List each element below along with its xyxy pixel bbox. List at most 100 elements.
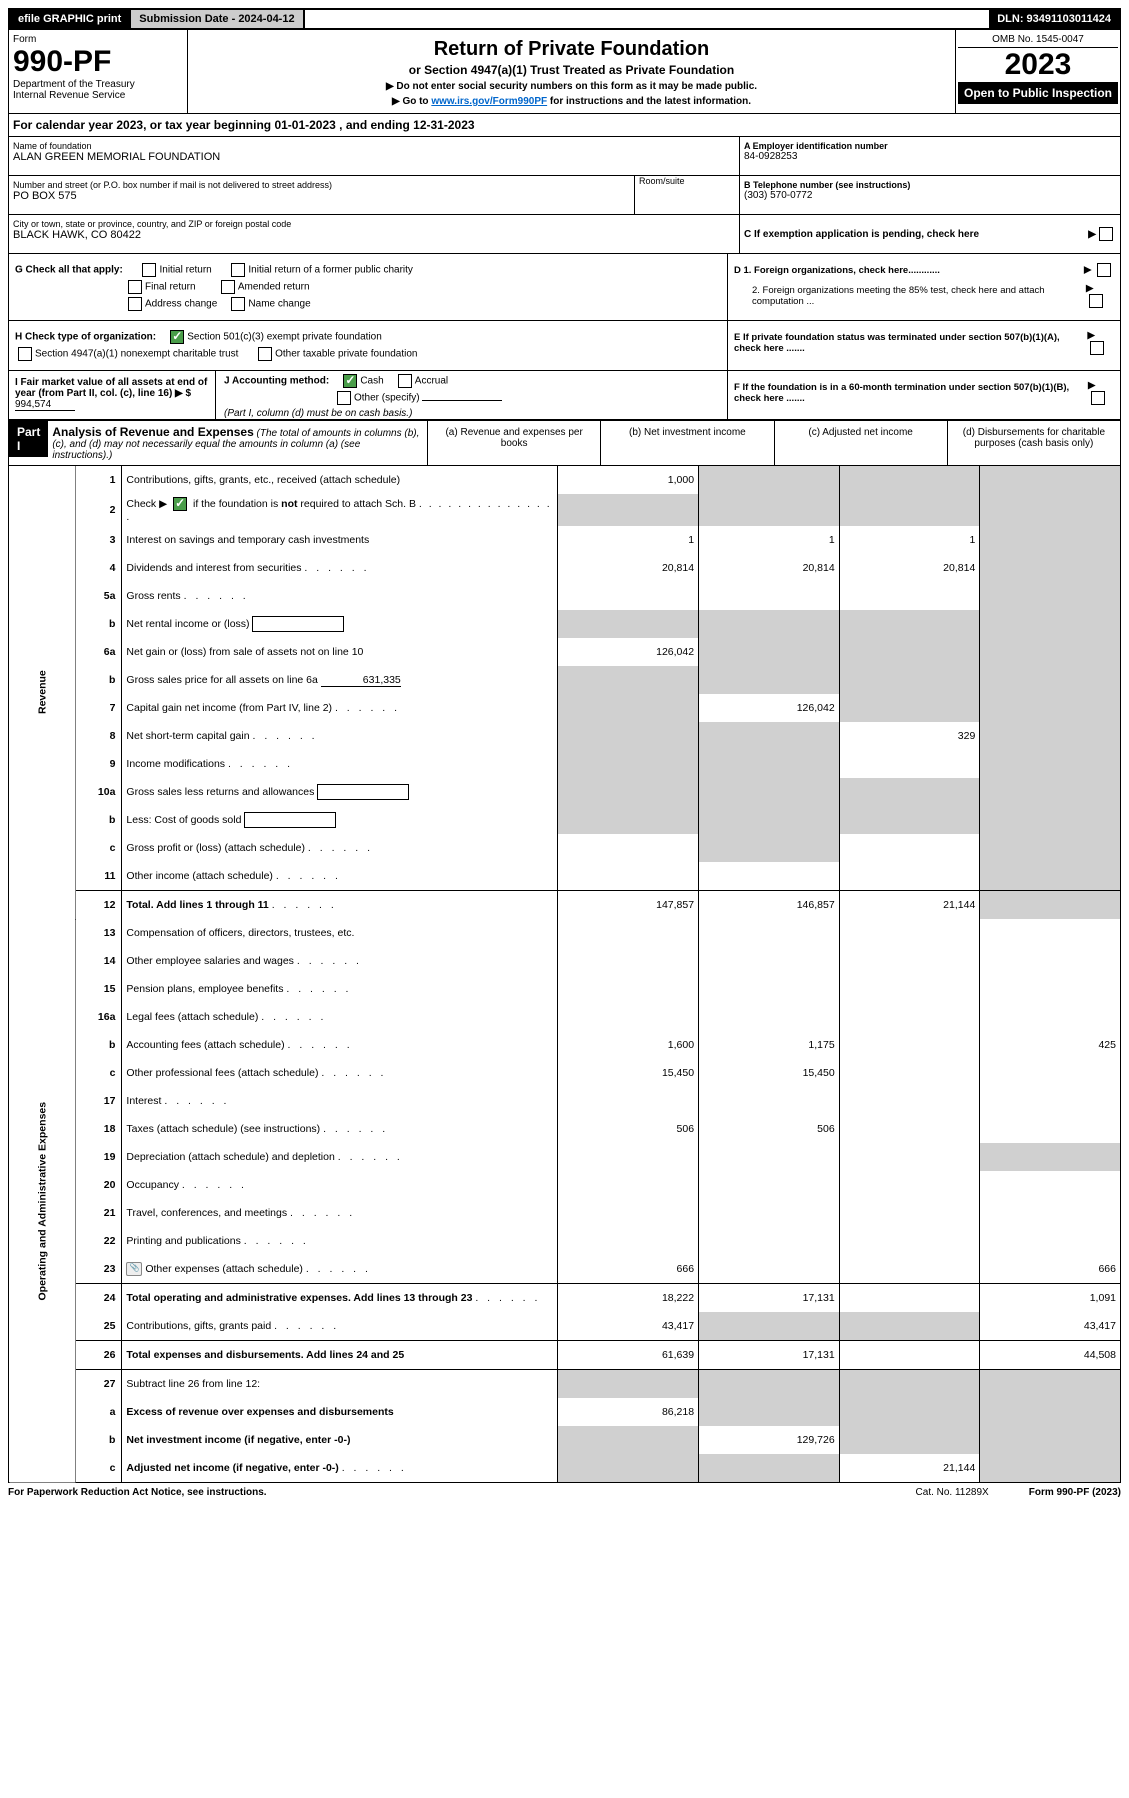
line-number: 18 (76, 1115, 122, 1143)
amount-c (839, 666, 980, 694)
omb-number: OMB No. 1545-0047 (958, 32, 1118, 48)
cash-checkbox[interactable] (343, 374, 357, 388)
irs-link[interactable]: www.irs.gov/Form990PF (431, 96, 547, 107)
other-taxable-checkbox[interactable] (258, 347, 272, 361)
arrow-icon: ▶ (1088, 229, 1096, 240)
4947-label: Section 4947(a)(1) nonexempt charitable … (35, 349, 238, 360)
e-checkbox[interactable] (1090, 341, 1104, 355)
amount-c (839, 862, 980, 891)
name-change-checkbox[interactable] (231, 297, 245, 311)
attachment-icon[interactable]: 📎 (126, 1262, 142, 1276)
amount-c (839, 1199, 980, 1227)
line-number: 17 (76, 1087, 122, 1115)
arrow-icon: ▶ (1084, 265, 1091, 276)
amount-b (699, 834, 840, 862)
line-desc: Other employee salaries and wages . . . … (122, 947, 558, 975)
header-left: Form 990-PF Department of the Treasury I… (9, 30, 188, 113)
instr2-post: for instructions and the latest informat… (547, 96, 751, 107)
amount-d: 44,508 (980, 1341, 1121, 1370)
line-desc: Occupancy . . . . . . (122, 1171, 558, 1199)
amount-d (980, 891, 1121, 920)
section-label: Revenue (9, 466, 76, 919)
c-label: C If exemption application is pending, c… (744, 229, 979, 240)
ein-label: A Employer identification number (744, 141, 1116, 151)
line-desc: Capital gain net income (from Part IV, l… (122, 694, 558, 722)
irs-label: Internal Revenue Service (13, 90, 183, 101)
initial-former-checkbox[interactable] (231, 263, 245, 277)
amount-a: 126,042 (558, 638, 699, 666)
amount-c (839, 1171, 980, 1199)
col-c-header: (c) Adjusted net income (774, 421, 947, 465)
amount-a (558, 1199, 699, 1227)
amount-b (699, 638, 840, 666)
line-desc: Contributions, gifts, grants, etc., rece… (122, 466, 558, 494)
4947-checkbox[interactable] (18, 347, 32, 361)
amount-d (980, 554, 1121, 582)
amount-d: 666 (980, 1255, 1121, 1284)
amount-a (558, 778, 699, 806)
line-desc: Net short-term capital gain . . . . . . (122, 722, 558, 750)
amount-d (980, 1003, 1121, 1031)
amount-b (699, 750, 840, 778)
final-return-checkbox[interactable] (128, 280, 142, 294)
submission-date: Submission Date - 2024-04-12 (131, 10, 304, 28)
amount-a (558, 806, 699, 834)
d1-checkbox[interactable] (1097, 263, 1111, 277)
amount-a (558, 1426, 699, 1454)
line-number: b (76, 666, 122, 694)
line-desc: Less: Cost of goods sold (122, 806, 558, 834)
amount-b (699, 778, 840, 806)
section-label: Operating and Administrative Expenses (9, 919, 76, 1483)
amount-c (839, 947, 980, 975)
amount-c (839, 1426, 980, 1454)
amount-d (980, 694, 1121, 722)
other-method-checkbox[interactable] (337, 391, 351, 405)
amount-d (980, 610, 1121, 638)
amount-b (699, 466, 840, 494)
j-label: J Accounting method: (224, 376, 329, 387)
amount-b: 17,131 (699, 1341, 840, 1370)
amended-checkbox[interactable] (221, 280, 235, 294)
line-number: c (76, 834, 122, 862)
info-right: A Employer identification number 84-0928… (739, 137, 1120, 253)
d2-checkbox[interactable] (1089, 294, 1103, 308)
form-label: Form (13, 34, 183, 45)
amount-b (699, 1199, 840, 1227)
amount-b (699, 806, 840, 834)
line-desc: Total operating and administrative expen… (122, 1284, 558, 1313)
part1-label: Part I (9, 421, 48, 457)
amount-d (980, 1227, 1121, 1255)
line-number: a (76, 1398, 122, 1426)
amount-a: 147,857 (558, 891, 699, 920)
amount-b: 146,857 (699, 891, 840, 920)
line-number: 21 (76, 1199, 122, 1227)
amount-d (980, 1171, 1121, 1199)
address-change-checkbox[interactable] (128, 297, 142, 311)
501c3-checkbox[interactable] (170, 330, 184, 344)
amount-b: 1 (699, 526, 840, 554)
initial-return-checkbox[interactable] (142, 263, 156, 277)
amount-b (699, 1087, 840, 1115)
amount-d: 43,417 (980, 1312, 1121, 1341)
line-desc: 📎 Other expenses (attach schedule) . . .… (122, 1255, 558, 1284)
line-number: 19 (76, 1143, 122, 1171)
c-checkbox[interactable] (1099, 227, 1113, 241)
amount-c: 1 (839, 526, 980, 554)
amount-b: 20,814 (699, 554, 840, 582)
f-checkbox[interactable] (1091, 391, 1105, 405)
accrual-checkbox[interactable] (398, 374, 412, 388)
amount-a (558, 582, 699, 610)
amount-d (980, 862, 1121, 891)
amount-a (558, 1171, 699, 1199)
arrow-icon: ▶ (1087, 330, 1094, 341)
check-section-g: G Check all that apply: Initial return I… (8, 254, 1121, 321)
line-number: 7 (76, 694, 122, 722)
amount-b (699, 666, 840, 694)
line-desc: Travel, conferences, and meetings . . . … (122, 1199, 558, 1227)
amount-d (980, 975, 1121, 1003)
amount-c (839, 610, 980, 638)
phone-label: B Telephone number (see instructions) (744, 180, 1116, 190)
other-method-input[interactable] (422, 400, 502, 401)
amount-d (980, 1115, 1121, 1143)
phone-cell: B Telephone number (see instructions) (3… (740, 176, 1120, 215)
